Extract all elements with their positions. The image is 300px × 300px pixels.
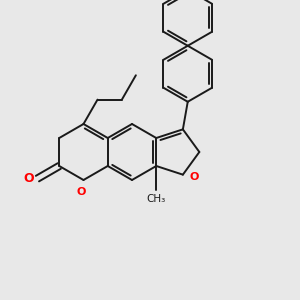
Text: O: O: [24, 172, 34, 185]
Text: O: O: [190, 172, 199, 182]
Text: O: O: [77, 187, 86, 197]
Text: CH₃: CH₃: [147, 194, 166, 204]
